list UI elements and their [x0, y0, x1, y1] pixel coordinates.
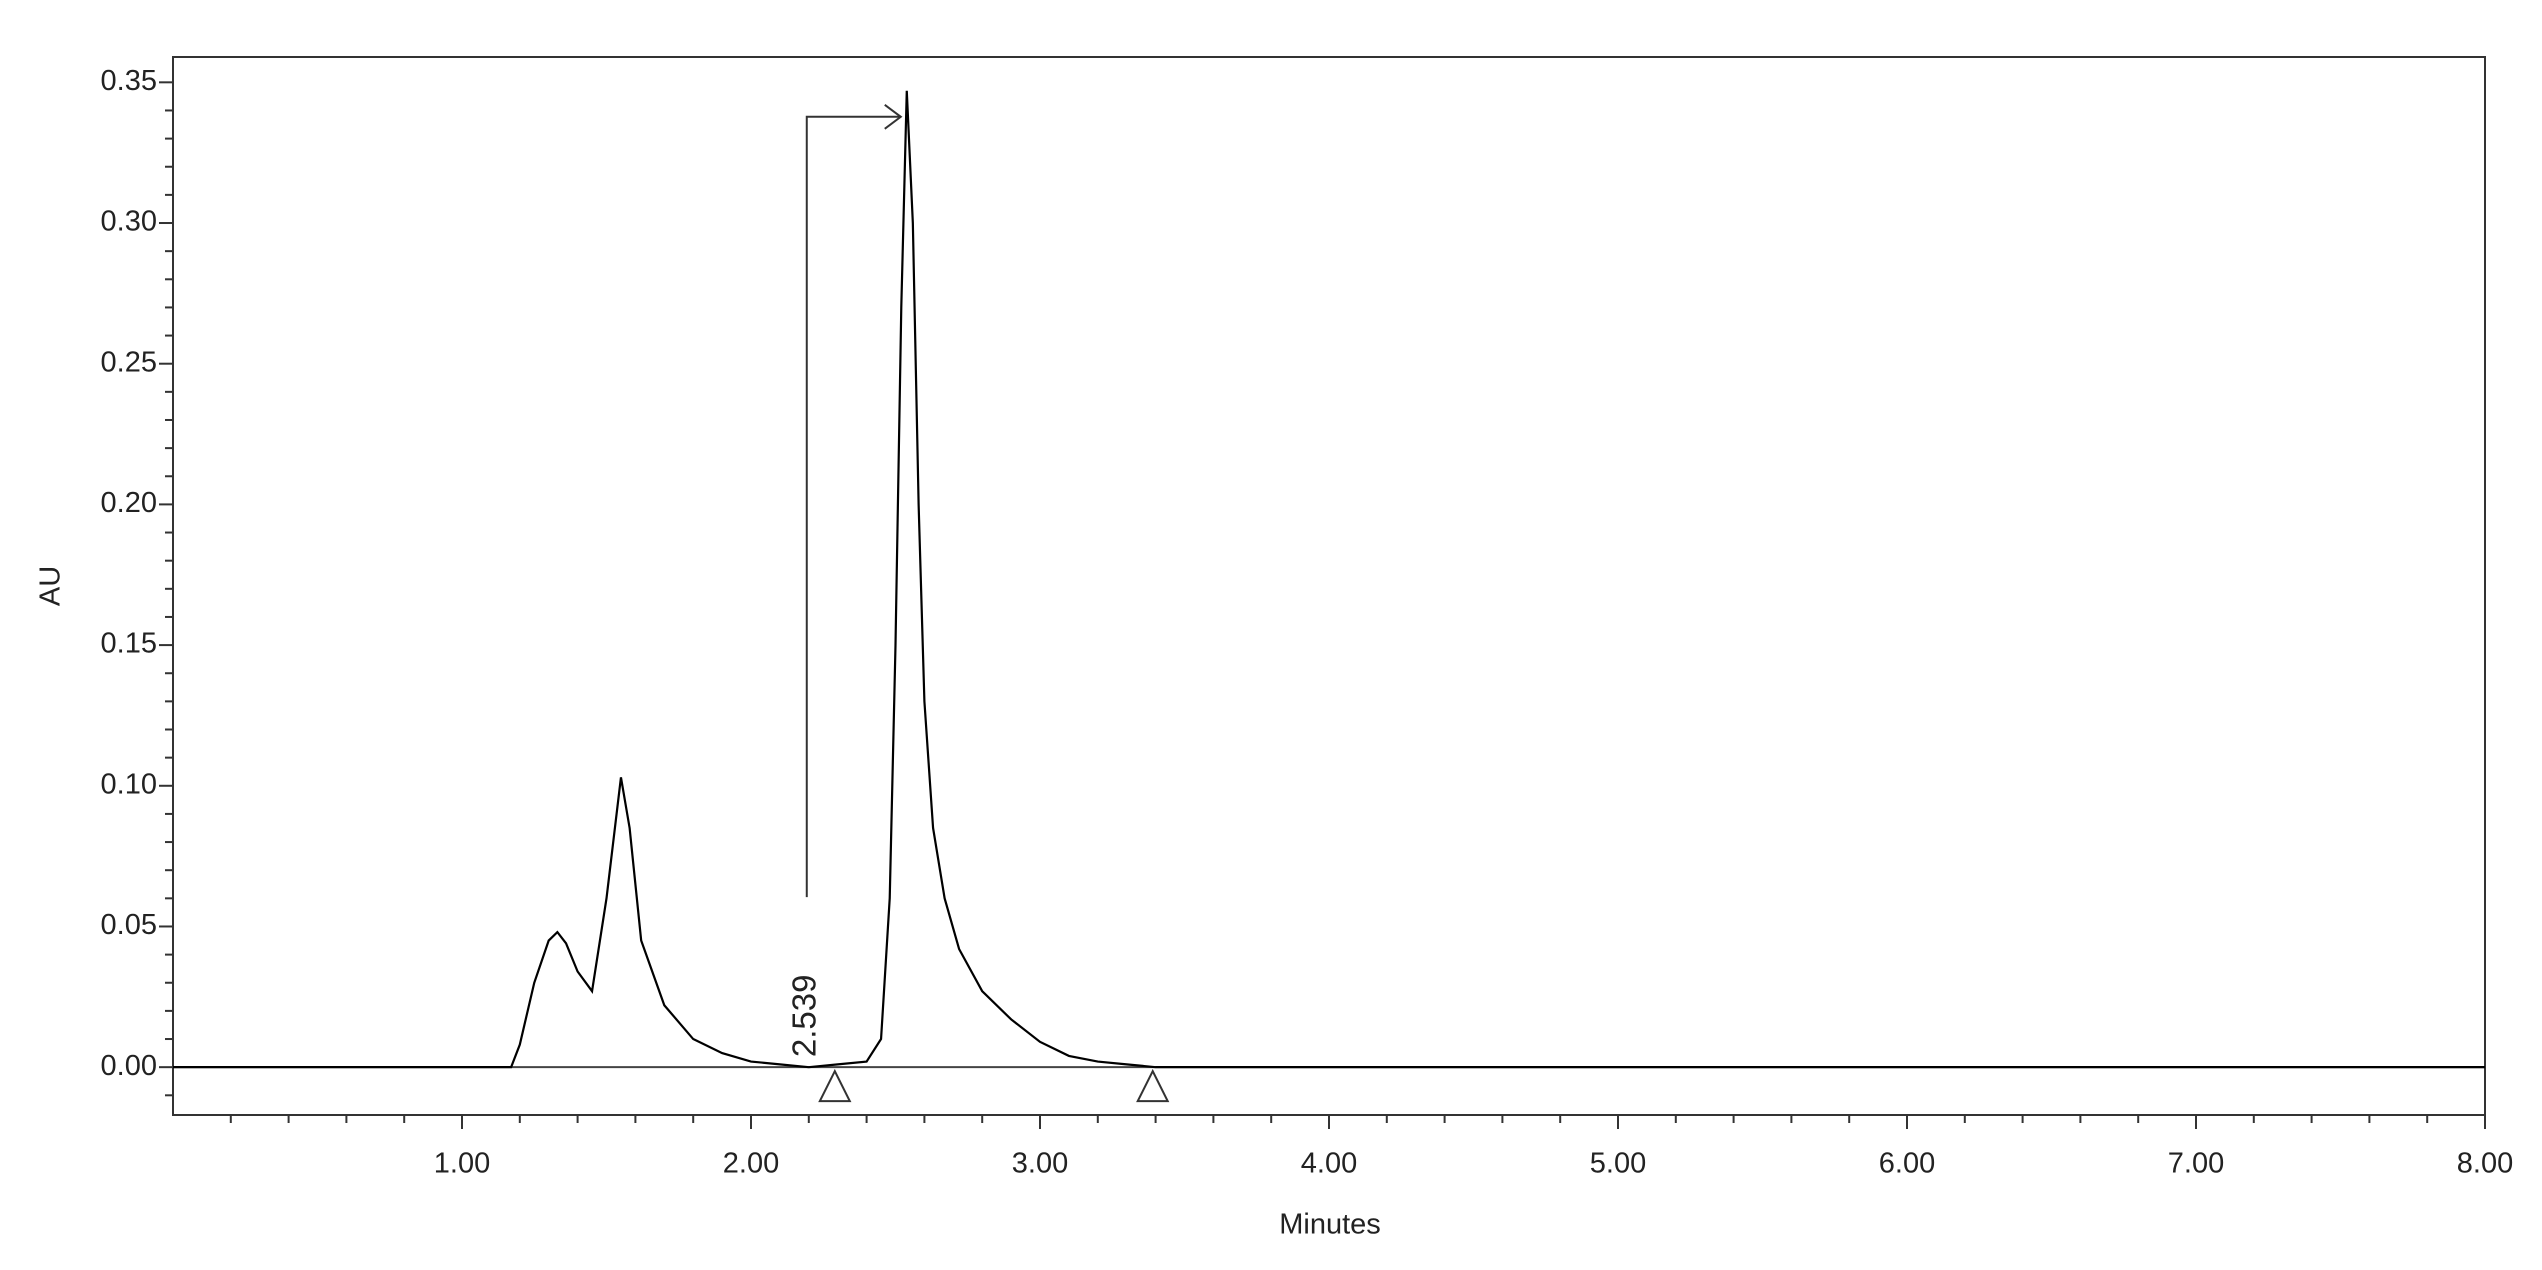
annotation-label: 2.539 [785, 975, 822, 1058]
annotation-arrowhead [884, 103, 903, 130]
x-axis-title: Minutes [1279, 1209, 1381, 1241]
x-tick-label: 7.00 [2168, 1148, 2224, 1180]
annotation-leader [805, 115, 901, 898]
trace [173, 90, 2485, 1069]
plot-frame [172, 56, 2486, 1116]
x-tick-label: 8.00 [2457, 1148, 2513, 1180]
y-tick-label: 0.35 [101, 65, 157, 97]
peak-marker [818, 1068, 852, 1103]
x-tick-label: 4.00 [1301, 1148, 1357, 1180]
y-tick-label: 0.25 [101, 346, 157, 378]
x-tick-label: 5.00 [1590, 1148, 1646, 1180]
y-tick-label: 0.20 [101, 487, 157, 519]
x-tick-label: 2.00 [723, 1148, 779, 1180]
y-tick-label: 0.00 [101, 1050, 157, 1082]
peak-marker [1136, 1068, 1170, 1103]
y-tick-label: 0.15 [101, 628, 157, 660]
x-tick-label: 1.00 [434, 1148, 490, 1180]
x-tick-label: 6.00 [1879, 1148, 1935, 1180]
x-tick-label: 3.00 [1012, 1148, 1068, 1180]
y-tick-label: 0.30 [101, 206, 157, 238]
y-tick-label: 0.05 [101, 909, 157, 941]
y-axis-title: AU [35, 566, 67, 606]
y-tick-label: 0.10 [101, 768, 157, 800]
